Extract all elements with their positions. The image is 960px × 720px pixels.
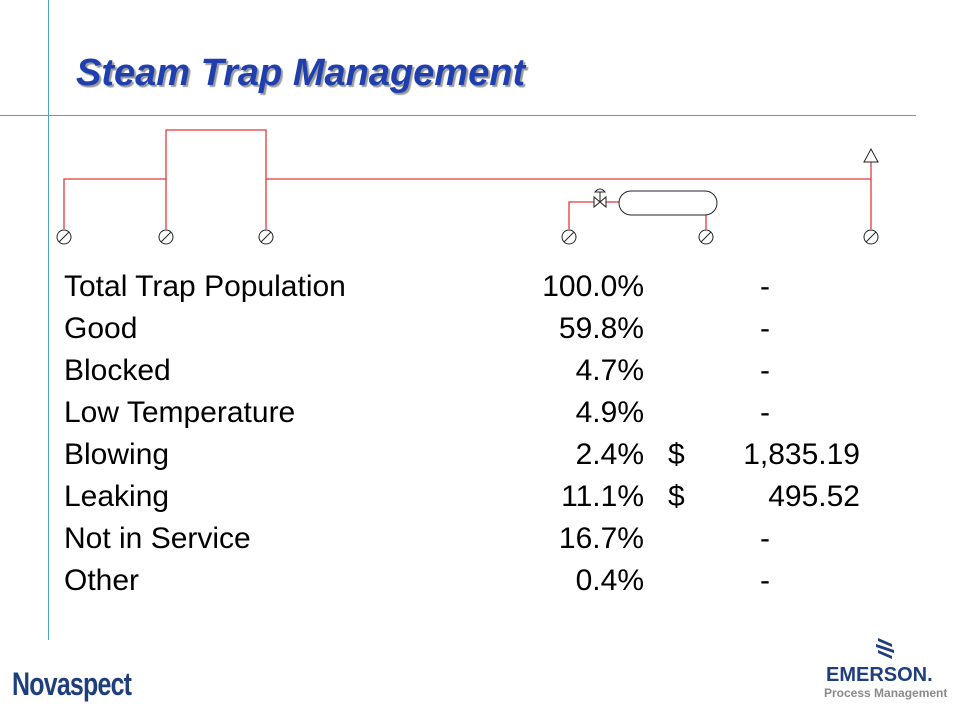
- row-percent: 16.7%: [558, 522, 644, 555]
- guide-line-vertical: [48, 0, 49, 640]
- emerson-logo: EMERSON. Process Management: [820, 636, 950, 706]
- row-label: Not in Service: [64, 522, 251, 555]
- row-amount: -: [760, 522, 770, 555]
- row-amount: -: [760, 354, 770, 387]
- table-row-blowing: Blowing 2.4% $ 1,835.19: [64, 434, 884, 476]
- novaspect-logo: Novaspect: [12, 666, 132, 702]
- row-percent: 4.9%: [575, 396, 644, 429]
- tank-icon: [618, 190, 718, 216]
- vent-triangle-icon: [863, 147, 879, 163]
- row-percent: 0.4%: [575, 564, 644, 597]
- table-row-other: Other 0.4% -: [64, 560, 884, 602]
- row-amount: -: [760, 564, 770, 597]
- row-percent: 2.4%: [575, 438, 644, 471]
- row-amount: -: [760, 270, 770, 303]
- row-label: Total Trap Population: [64, 270, 346, 303]
- table-row-blocked: Blocked 4.7% -: [64, 350, 884, 392]
- row-percent: 59.8%: [558, 312, 644, 345]
- steam-pipe: [63, 129, 872, 229]
- row-label: Leaking: [64, 480, 170, 513]
- row-label: Other: [64, 564, 140, 597]
- row-amount: -: [760, 312, 770, 345]
- row-label: Good: [64, 312, 138, 345]
- guide-line-horizontal: [0, 115, 916, 116]
- row-label: Blocked: [64, 354, 171, 387]
- trap-gauge-icon: [56, 229, 72, 245]
- valve-icon: [593, 188, 607, 209]
- emerson-logo-subtitle: Process Management: [824, 686, 948, 700]
- row-label: Blowing: [64, 438, 170, 471]
- trap-gauge-icon: [561, 229, 577, 245]
- table-row-leaking: Leaking 11.1% $ 495.52: [64, 476, 884, 518]
- row-percent: 100.0%: [542, 270, 644, 303]
- emerson-logo-icon: [876, 638, 894, 659]
- row-percent: 11.1%: [561, 480, 644, 513]
- row-currency: $: [668, 438, 685, 471]
- row-amount: 1,835.19: [743, 438, 860, 471]
- table-row-total: Total Trap Population 100.0% -: [64, 266, 884, 308]
- row-currency: $: [668, 480, 685, 513]
- emerson-logo-name: EMERSON.: [826, 664, 933, 686]
- table-row-not-in-service: Not in Service 16.7% -: [64, 518, 884, 560]
- trap-gauge-icon: [258, 229, 274, 245]
- trap-gauge-icon: [158, 229, 174, 245]
- table-row-low-temperature: Low Temperature 4.9% -: [64, 392, 884, 434]
- trap-status-table: Total Trap Population 100.0% - Good 59.8…: [64, 266, 884, 602]
- table-row-good: Good 59.8% -: [64, 308, 884, 350]
- steam-piping-diagram: [56, 129, 879, 245]
- row-amount: 495.52: [768, 480, 860, 513]
- row-amount: -: [760, 396, 770, 429]
- row-label: Low Temperature: [64, 396, 296, 429]
- trap-gauge-icon: [698, 229, 714, 245]
- trap-gauge-icon: [863, 229, 879, 245]
- row-percent: 4.7%: [575, 354, 644, 387]
- slide-title: Steam Trap Management: [76, 52, 526, 94]
